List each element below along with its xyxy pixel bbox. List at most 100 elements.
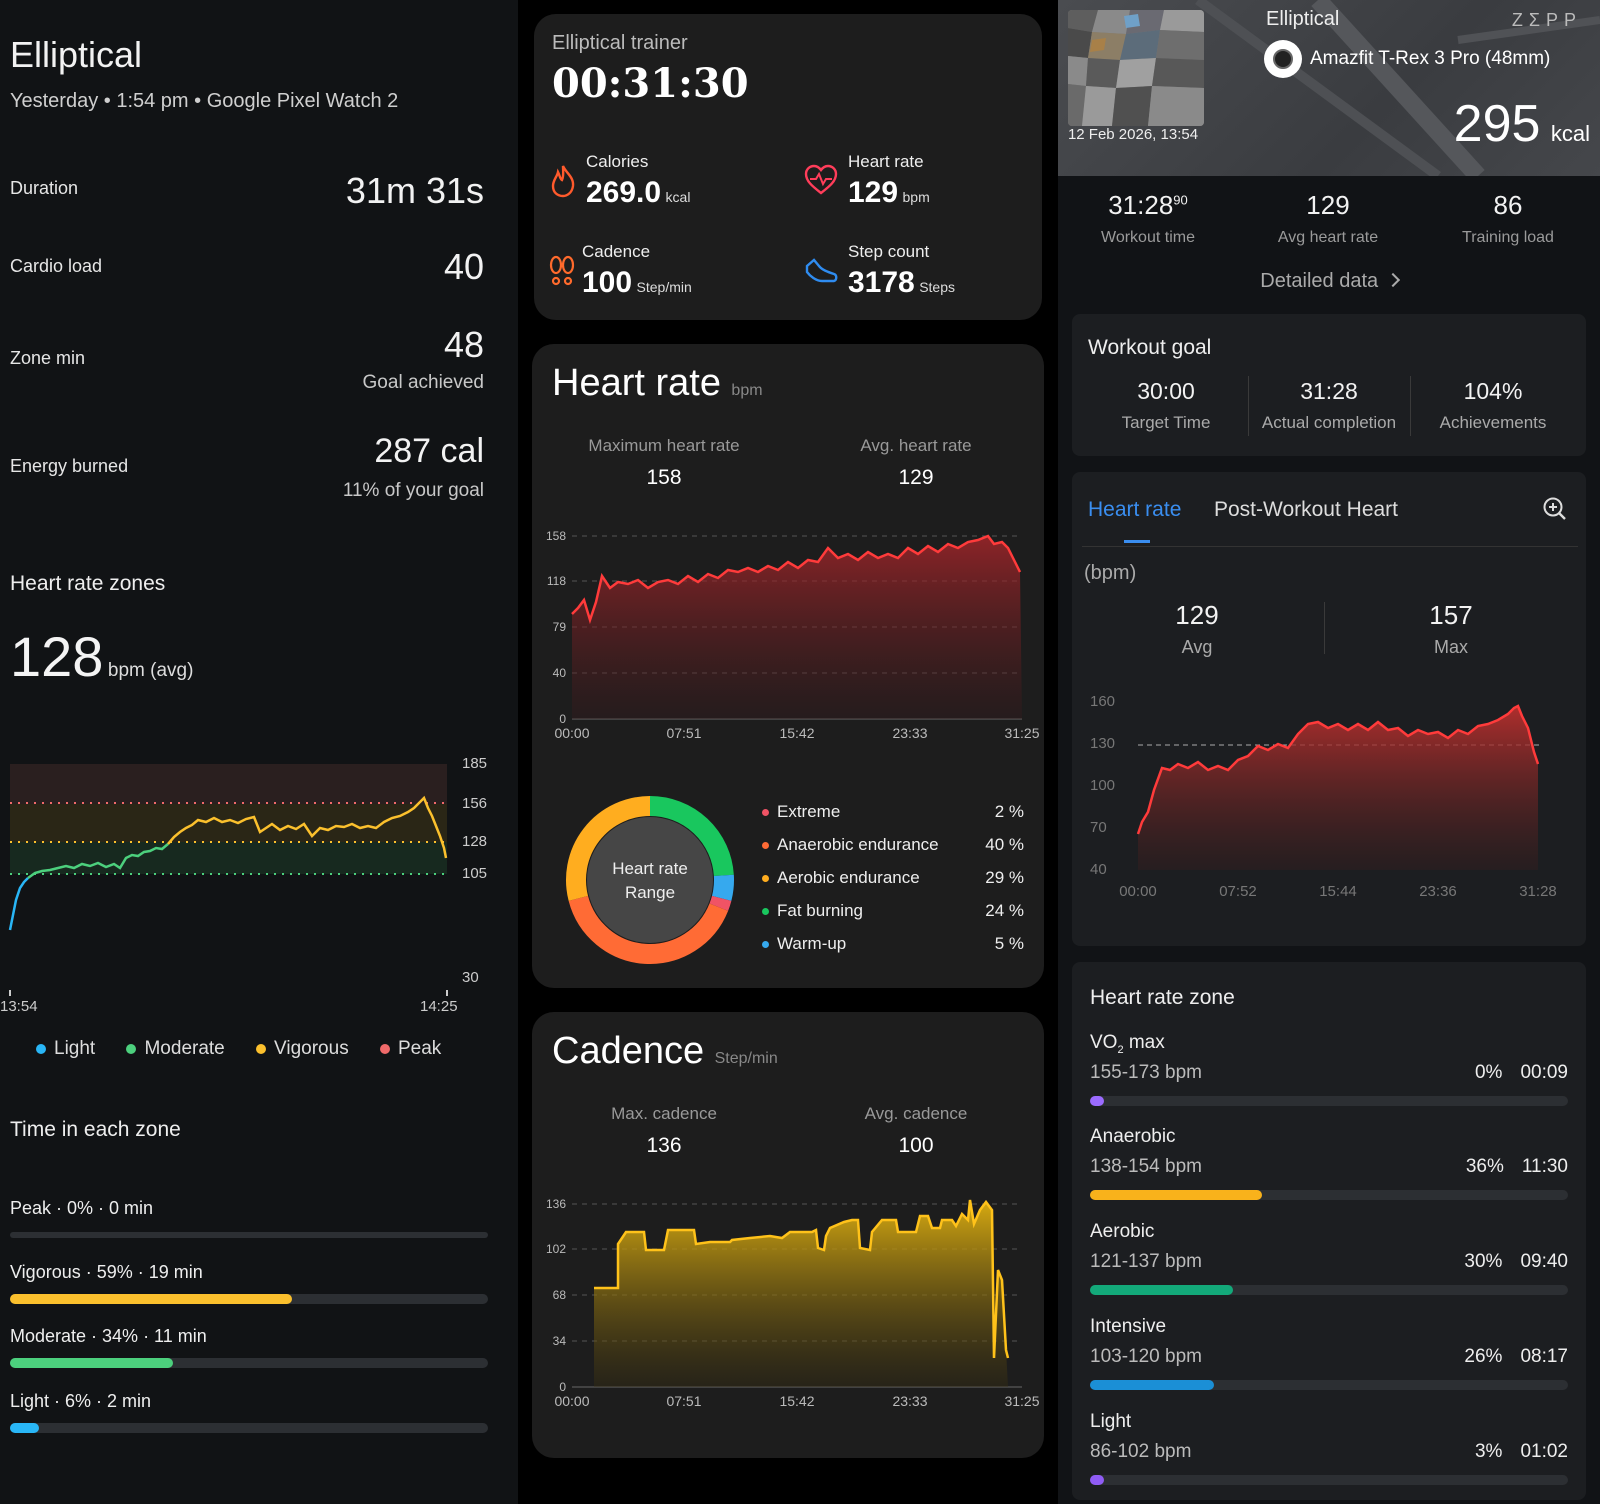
zepp-x-1: 07:52 [1219,883,1257,900]
route-map-thumbnail[interactable] [1068,10,1204,126]
avg-hr-unit: bpm (avg) [107,660,194,681]
y-tick-185: 185 [462,755,487,772]
legend-peak: Peak [379,1038,441,1059]
y-tick-156: 156 [462,795,487,812]
avg-cadence-value: 100 [898,1134,934,1157]
donut-center-line2: Range [625,883,675,902]
cad-x-4: 31:25 [1004,1393,1039,1409]
stat-label-energy: Energy burned [10,456,129,476]
hr-y-79: 79 [553,620,567,634]
zepp-hr-max: 157 Max [1429,600,1473,657]
x-tick-start: 13:54 [0,998,38,1015]
avg-hr-value-mid: 129 [898,466,934,489]
summary-title: Elliptical trainer [552,32,688,54]
x-tick-end: 14:25 [420,998,458,1015]
cadence-value: 100 [582,266,633,299]
tab-active-indicator [1124,540,1150,543]
legend-light: Light [36,1038,95,1059]
hr-x-3: 23:33 [892,725,927,741]
step-label: Step count [848,242,930,261]
zone-aerobic-stats: 30% 09:40 [1464,1251,1568,1272]
cad-x-2: 15:42 [779,1393,814,1409]
zone-light-range: 86-102 bpm [1090,1441,1192,1462]
zepp-header: 12 Feb 2026, 13:54 Elliptical ZΣPP Amazf… [1058,0,1600,176]
time-zone-vigorous-bar [10,1294,488,1304]
hr-label: Heart rate [848,152,924,171]
hr-y-40: 40 [553,666,567,680]
zepp-y-160: 160 [1090,694,1115,710]
zepp-y-70: 70 [1090,819,1107,836]
step-value: 3178 [848,266,915,299]
zone-vo2-range: 155-173 bpm [1090,1062,1202,1083]
time-zone-vigorous-label: Vigorous · 59% · 19 min [10,1262,203,1282]
stat-value-duration: 31m 31s [345,170,484,211]
calories-value: 269.0 [586,176,662,209]
cadence-chart: 136 102 68 34 0 00:00 07:51 15:42 23:33 … [546,1197,1040,1409]
cadence-unit: Step/min [636,279,692,295]
time-heading: Time in each zone [10,1118,181,1141]
zone-legend: Light Moderate Vigorous Peak [36,1038,441,1060]
workout-title: Elliptical [10,34,143,75]
zone-light-bar [1090,1475,1568,1485]
zone-intensive-range: 103-120 bpm [1090,1346,1202,1367]
legend-moderate: Moderate [126,1038,225,1059]
cadence-value-group: 100 Step/min [582,266,692,300]
zone-vo2-bar [1090,1096,1568,1106]
time-zone-peak-label: Peak · 0% · 0 min [10,1198,154,1218]
hr-card-unit: bpm [731,382,763,399]
zepp-hr-line [1136,704,1540,835]
hr-zone-fat-burning: Fat burning 24 % [762,901,1024,934]
zone-aerobic-bar [1090,1285,1568,1295]
avg-hr-value: 128 [10,625,104,688]
calories-label: Calories [586,152,649,171]
hr-unit: bpm [902,189,930,205]
tab-heart-rate[interactable]: Heart rate [1088,498,1182,521]
hr-zones-chart: 185 156 128 105 30 13:54 14:25 [0,755,487,1015]
chevron-right-icon [1385,272,1400,288]
legend-vigorous: Vigorous [256,1038,349,1059]
stat-value-cardio-load: 40 [443,246,484,287]
y-tick-30: 30 [462,969,479,986]
hr-unit-label: (bpm) [1084,562,1137,584]
zepp-x-4: 31:28 [1519,883,1557,900]
hr-x-0: 00:00 [554,725,589,741]
kcal-value: 295 [1453,95,1541,153]
stat-value-energy: 287 cal [374,432,484,470]
time-zone-peak-bar [10,1232,488,1238]
goal-achievement: 104% Achievements [1439,378,1547,432]
stat-label-zone-min: Zone min [10,348,86,368]
zepp-x-0: 00:00 [1119,883,1157,900]
zepp-x-3: 23:36 [1419,883,1457,900]
hr-zone-list: Extreme 2 % Anaerobic endurance 40 % Aerob… [762,802,1024,967]
hr-x-1: 07:51 [666,725,701,741]
zepp-y-40: 40 [1090,861,1107,878]
zepp-hr-chart: 160 130 100 70 40 00:00 07:52 15:44 23:3… [1090,694,1557,900]
cadence-card: Cadence Step/min Max. cadence 136 Avg. c… [532,1012,1044,1458]
zoom-in-icon[interactable] [1542,496,1568,522]
y-tick-105: 105 [462,865,487,882]
hr-x-4: 31:25 [1004,725,1039,741]
hr-y-0: 0 [559,712,566,726]
kcal-unit: kcal [1550,121,1590,146]
hr-card-title-group: Heart rate bpm [552,362,763,405]
time-zone-light-label: Light · 6% · 2 min [10,1391,152,1411]
hr-zone-warm-up: Warm-up 5 % [762,934,1024,967]
step-value-group: 3178 Steps [848,266,955,300]
hr-y-158: 158 [546,529,566,543]
zone-anaerobic-bar [1090,1190,1568,1200]
max-cadence-value: 136 [646,1134,682,1157]
time-zone-moderate-bar [10,1358,488,1368]
detailed-data-link[interactable]: Detailed data [1058,270,1600,293]
avg-cadence-label: Avg. cadence [864,1104,968,1123]
hr-y-118: 118 [547,574,566,588]
goal-title: Workout goal [1088,336,1212,359]
zepp-y-130: 130 [1090,735,1115,752]
cad-x-0: 00:00 [554,1393,589,1409]
cadence-card-title: Cadence [552,1030,705,1072]
calories-unit: kcal [665,189,691,205]
zone-anaerobic-stats: 36% 11:30 [1465,1156,1568,1177]
calories-value-group: 269.0 kcal [586,176,690,210]
tab-post-workout[interactable]: Post-Workout Heart [1214,498,1399,521]
cad-y-102: 102 [546,1242,566,1256]
zone-anaerobic-range: 138-154 bpm [1090,1156,1202,1177]
